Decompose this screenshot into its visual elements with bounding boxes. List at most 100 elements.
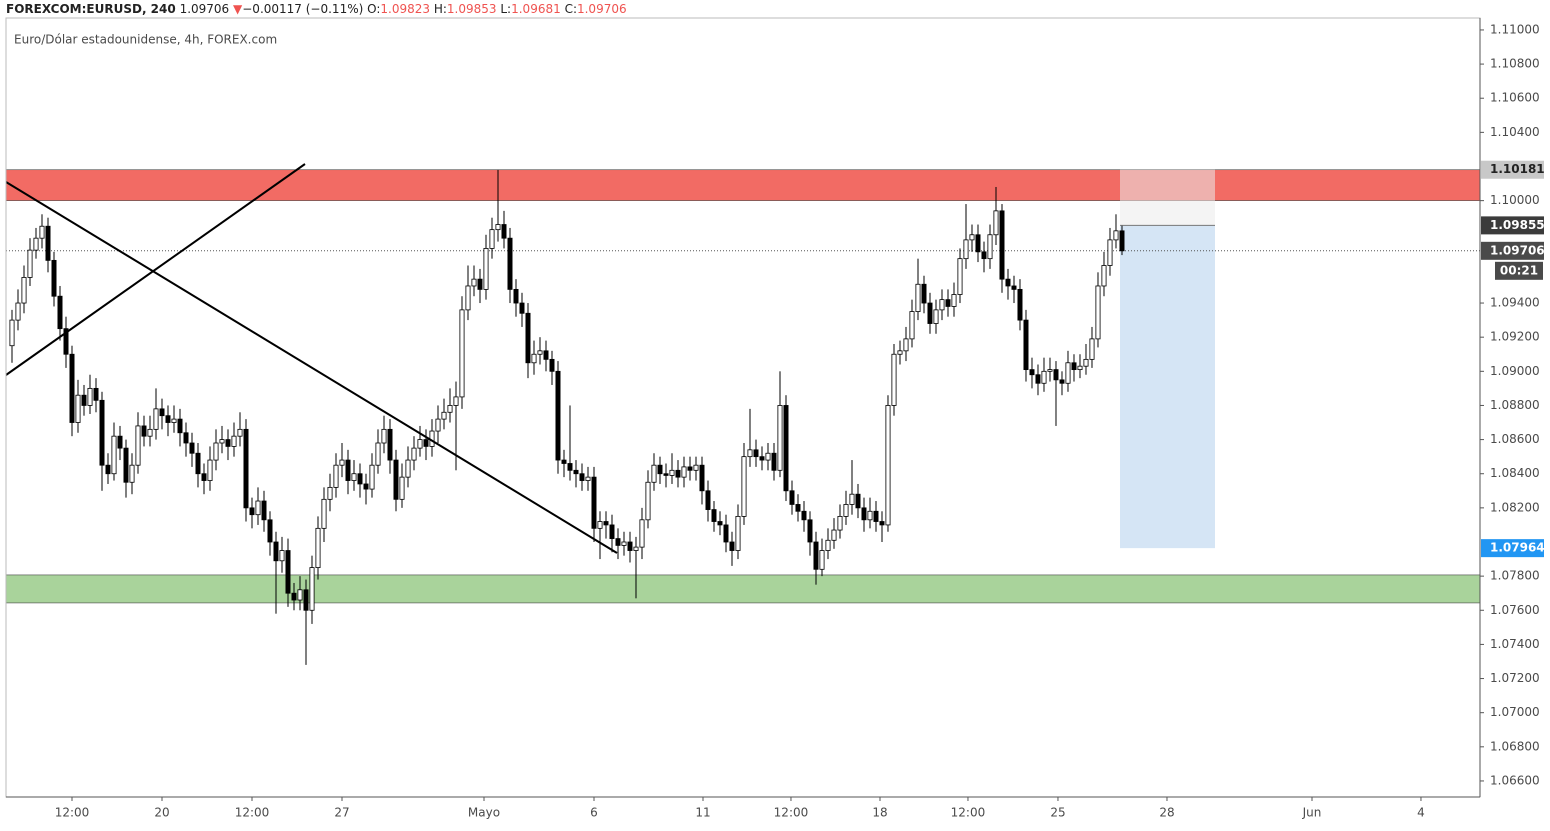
y-tick-label: 1.06600 [1490, 773, 1540, 787]
candle-body [315, 527, 321, 569]
candle-body [633, 546, 639, 551]
x-tick-label: Mayo [468, 806, 500, 820]
candle-body [645, 481, 651, 521]
candle-body [555, 370, 561, 461]
candle-body [1053, 369, 1059, 381]
candle-body [789, 490, 795, 505]
candle-body [627, 541, 633, 551]
candle-body [477, 278, 483, 290]
candle-body [711, 509, 717, 522]
y-tick-label: 1.09400 [1490, 296, 1540, 310]
candle-body [963, 239, 969, 260]
candle-body [273, 541, 279, 562]
candle-body [1107, 239, 1113, 266]
candle-body [117, 435, 123, 449]
candle-body [231, 435, 237, 447]
x-tick-label: Jun [1302, 806, 1322, 820]
y-tick-label: 1.08600 [1490, 432, 1540, 446]
price-label-bg [1481, 216, 1544, 235]
x-tick-label: 12:00 [55, 806, 90, 820]
candle-body [525, 312, 531, 364]
candle-body [93, 387, 99, 401]
zone [5, 169, 1481, 201]
candle-body [1035, 374, 1041, 384]
candle-body [867, 510, 873, 521]
candle-body [213, 442, 219, 461]
low-label: L: [500, 2, 511, 16]
y-tick-label: 1.09200 [1490, 330, 1540, 344]
y-tick-label: 1.08200 [1490, 500, 1540, 514]
candle-body [687, 466, 693, 471]
x-tick-label: 12:00 [235, 806, 270, 820]
last-price: 1.09706 [180, 2, 230, 16]
candle-body [939, 299, 945, 311]
candle-body [891, 353, 897, 406]
close: 1.09706 [577, 2, 627, 16]
candle-body [219, 439, 225, 444]
candle-body [393, 459, 399, 500]
candle-body [597, 521, 603, 529]
candle-body [87, 387, 93, 406]
candle-body [675, 469, 681, 478]
candle-body [1041, 370, 1047, 384]
candle-body [1017, 288, 1023, 321]
candle-body [357, 473, 363, 485]
candle-body [897, 350, 903, 355]
candle-body [21, 277, 27, 304]
x-tick-label: 20 [154, 806, 169, 820]
candle-body [981, 251, 987, 260]
candle-body [417, 439, 423, 449]
candle-body [249, 507, 255, 516]
candle-body [1023, 319, 1029, 371]
candle-body [717, 521, 723, 526]
candle-body [99, 399, 105, 466]
y-tick-label: 1.10800 [1490, 57, 1540, 71]
candle-body [579, 473, 585, 481]
candle-body [567, 463, 573, 471]
candle-body [171, 418, 177, 423]
candle-body [819, 550, 825, 570]
candle-body [297, 589, 303, 601]
candle-body [777, 405, 783, 471]
y-tick-label: 1.10600 [1490, 91, 1540, 105]
candle-body [225, 439, 231, 447]
candle-body [681, 466, 687, 478]
candle-body [129, 464, 135, 483]
candle-body [609, 524, 615, 539]
trend-line [5, 163, 306, 376]
candle-body [501, 224, 507, 239]
candle-body [303, 589, 309, 611]
candle-body [1065, 362, 1071, 384]
candle-body [81, 394, 87, 406]
candle-body [909, 311, 915, 340]
candle-body [603, 521, 609, 526]
candle-body [951, 294, 957, 307]
x-tick-label: 18 [872, 806, 887, 820]
open-label: O: [367, 2, 380, 16]
candle-body [1119, 230, 1125, 252]
candle-body [1029, 369, 1035, 376]
candle-body [465, 285, 471, 311]
y-tick-label: 1.09000 [1490, 364, 1540, 378]
x-tick-label: 11 [695, 806, 710, 820]
candle-body [921, 283, 927, 304]
candle-body [1047, 369, 1053, 372]
header: FOREXCOM:EURUSD, 240 1.09706 ▼−0.00117 (… [6, 2, 627, 16]
candle-body [1113, 230, 1119, 241]
candle-body [873, 510, 879, 522]
candle-body [375, 442, 381, 466]
candle-body [369, 464, 375, 490]
candle-body [807, 519, 813, 543]
candle-body [831, 529, 837, 541]
candle-body [459, 309, 465, 398]
candle-body [423, 439, 429, 447]
candle-body [1071, 362, 1077, 371]
candle-body [513, 288, 519, 304]
candle-body [843, 504, 849, 517]
candle-body [291, 592, 297, 601]
high: 1.09853 [447, 2, 497, 16]
candle-body [729, 541, 735, 551]
y-tick-label: 1.08800 [1490, 398, 1540, 412]
candle-body [135, 425, 141, 466]
